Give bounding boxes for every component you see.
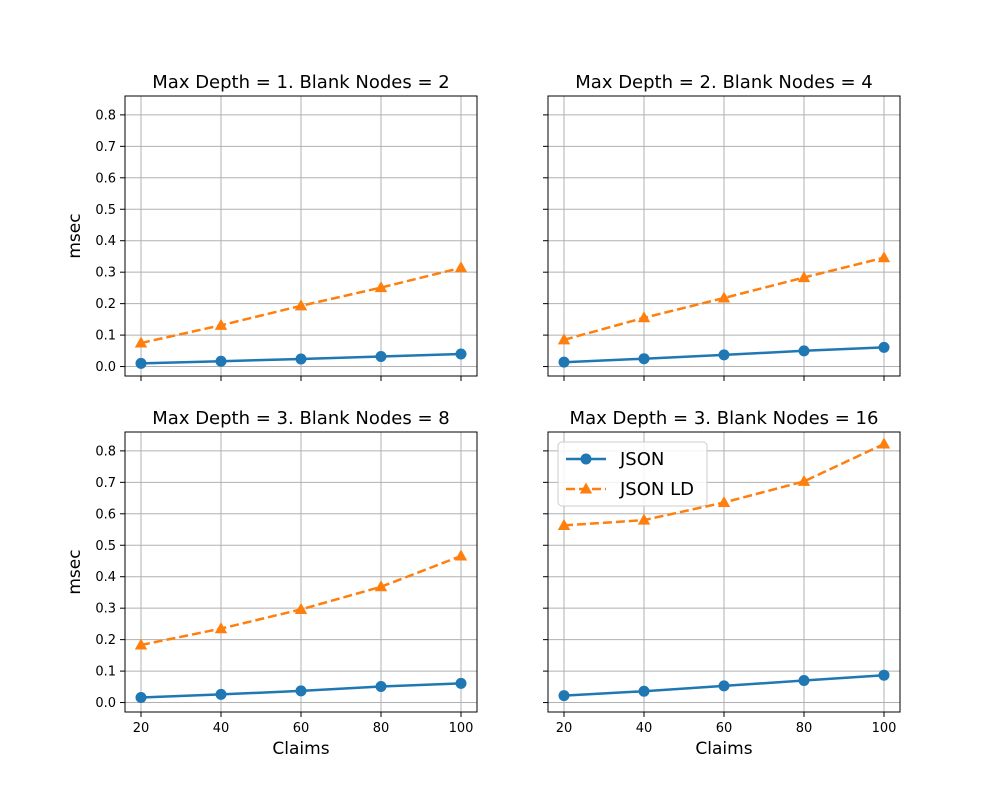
json-ld-point [797, 271, 811, 283]
x-tick-label: 20 [133, 721, 150, 736]
panel-title: Max Depth = 3. Blank Nodes = 8 [152, 408, 449, 429]
y-tick-label: 0.6 [95, 171, 116, 186]
json-ld-point [717, 496, 731, 507]
json-ld-point [877, 437, 891, 449]
json-point [878, 341, 890, 353]
json-point [375, 681, 387, 693]
json-ld-point [294, 602, 308, 614]
json-ld-point [214, 622, 228, 634]
y-tick-label: 0.2 [95, 297, 116, 312]
json-ld-point [134, 336, 148, 348]
json-point [638, 685, 650, 697]
json-point [455, 677, 467, 689]
y-tick-label: 0.8 [95, 444, 116, 459]
series-line-json-ld [563, 256, 885, 342]
y-tick-label: 0.8 [95, 108, 116, 123]
y-tick-label: 0.4 [95, 234, 116, 249]
json-point [638, 353, 650, 365]
y-tick-label: 0.1 [95, 665, 116, 680]
x-tick-label: 80 [373, 721, 390, 736]
x-tick-label: 40 [213, 721, 230, 736]
json-point [135, 357, 147, 369]
x-tick-label: 100 [449, 721, 474, 736]
y-axis-label: msec [65, 549, 85, 594]
json-ld-point [557, 333, 571, 345]
panel-title: Max Depth = 3. Blank Nodes = 16 [570, 408, 879, 429]
y-axis-label: msec [65, 213, 85, 258]
x-tick-label: 80 [796, 721, 813, 736]
json-ld-point [797, 474, 811, 486]
panel-2: Max Depth = 2. Blank Nodes = 4 [543, 72, 901, 381]
panel-title: Max Depth = 1. Blank Nodes = 2 [152, 72, 449, 93]
json-point [558, 690, 570, 702]
json-ld-point [374, 281, 388, 293]
legend-marker [579, 482, 593, 494]
panel-1: 0.0 0.1 0.2 0.3 0.4 0.5 0.6 0.7 0.8 Max Depth = 1… [65, 72, 478, 381]
json-point [295, 685, 307, 697]
json-ld-point [637, 311, 651, 323]
x-tick-label: 60 [293, 721, 310, 736]
json-point [215, 688, 227, 700]
y-tick-label: 0.2 [95, 633, 116, 648]
json-ld-point [134, 638, 148, 650]
json-point [718, 349, 730, 361]
y-tick-label: 0.4 [95, 570, 116, 585]
json-ld-point [214, 318, 228, 330]
legend-marker [580, 453, 592, 465]
json-ld-point [717, 291, 731, 303]
y-tick-label: 0.3 [95, 602, 116, 617]
x-axis-label: Claims [695, 739, 752, 759]
x-tick-label: 20 [556, 721, 573, 736]
legend: JSON JSON LD [557, 441, 708, 507]
legend-label: JSON LD [619, 479, 694, 500]
legend-label: JSON [619, 449, 664, 470]
x-tick-label: 60 [716, 721, 733, 736]
y-tick-label: 0.7 [95, 140, 116, 155]
json-point [798, 675, 810, 687]
panel-title: Max Depth = 2. Blank Nodes = 4 [575, 72, 872, 93]
json-ld-point [294, 299, 308, 311]
json-ld-point [454, 261, 468, 273]
y-tick-label: 0.6 [95, 507, 116, 522]
x-tick-label: 100 [872, 721, 897, 736]
json-point [798, 345, 810, 357]
json-ld-point [374, 580, 388, 592]
y-tick-label: 0.3 [95, 266, 116, 281]
y-tick-label: 0.0 [95, 696, 116, 711]
y-tick-label: 0.7 [95, 476, 116, 491]
json-point [455, 348, 467, 360]
json-point [215, 355, 227, 367]
y-tick-label: 0.5 [95, 539, 116, 554]
json-ld-point [637, 513, 651, 525]
json-ld-point [454, 549, 468, 561]
json-point [718, 680, 730, 692]
json-point [558, 356, 570, 368]
panel-3: 20 40 60 80 100 0.0 0.1 0.2 0.3 0.4 0.5 0.6 0.7 0.8 Ma… [65, 408, 478, 759]
panel-4: 20 40 60 80 100 Max Depth = 3. Blank Nodes = … [543, 408, 901, 759]
json-point [878, 669, 890, 681]
json-point [295, 353, 307, 365]
y-tick-label: 0.5 [95, 203, 116, 218]
y-tick-label: 0.0 [95, 360, 116, 375]
json-ld-point [877, 251, 891, 263]
x-tick-label: 40 [636, 721, 653, 736]
json-ld-point [557, 518, 571, 530]
y-tick-label: 0.1 [95, 329, 116, 344]
json-point [135, 692, 147, 704]
x-axis-label: Claims [272, 739, 329, 759]
json-point [375, 350, 387, 362]
